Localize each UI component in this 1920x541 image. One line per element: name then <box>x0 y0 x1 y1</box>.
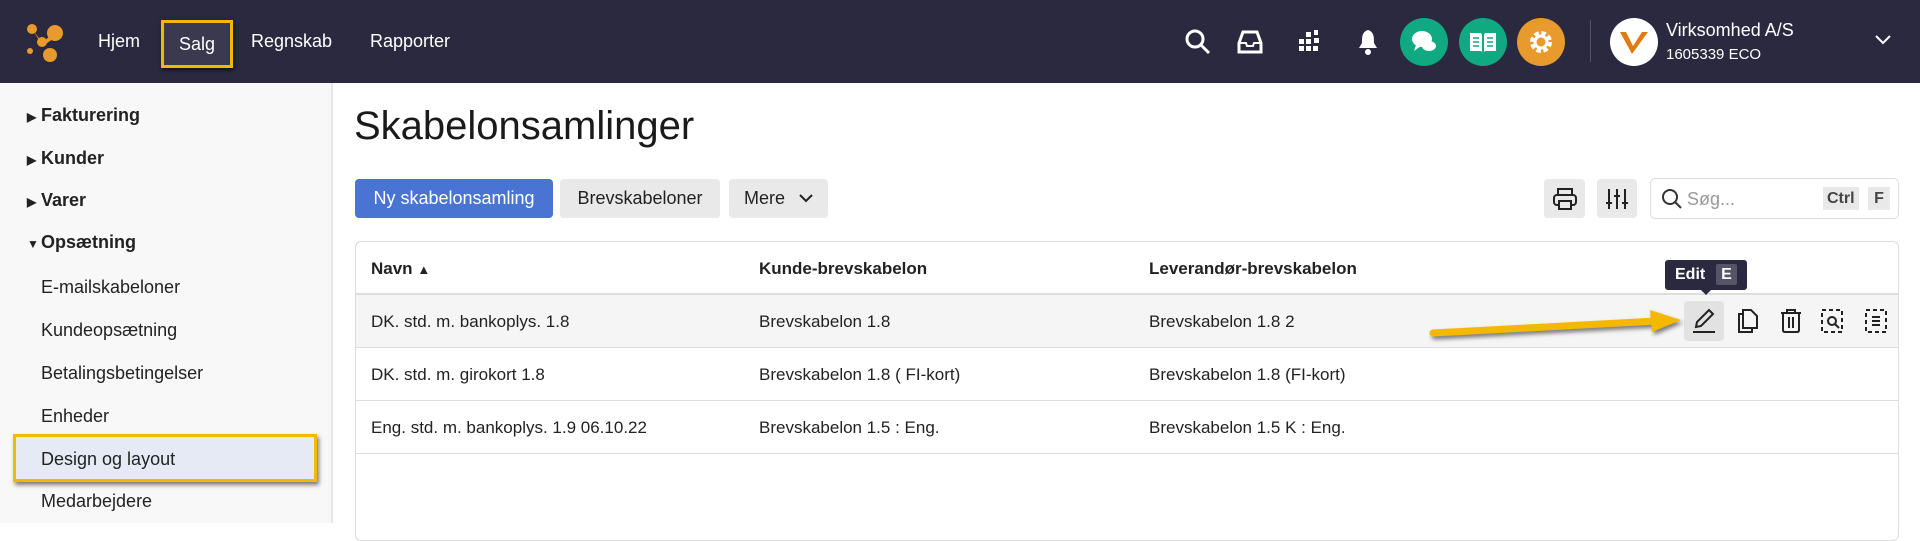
table-row[interactable]: Eng. std. m. bankoplys. 1.9 06.10.22 Bre… <box>356 401 1898 454</box>
caret-down-icon: ▼ <box>27 237 39 251</box>
sidebar-group-varer[interactable]: ▶ Varer <box>27 185 86 215</box>
column-header-navn[interactable]: Navn ▲ <box>371 259 431 278</box>
copy-button[interactable] <box>1728 301 1768 341</box>
edit-button[interactable] <box>1684 301 1724 341</box>
annotation-arrow-icon <box>1429 310 1681 337</box>
printer-icon <box>1552 188 1577 210</box>
search-input[interactable]: Søg... Ctrl F <box>1650 178 1899 219</box>
nav-regnskab[interactable]: Regnskab <box>251 31 333 51</box>
nav-rapporter[interactable]: Rapporter <box>370 31 451 51</box>
cell-kunde: Brevskabelon 1.8 ( FI-kort) <box>759 365 961 384</box>
new-collection-button[interactable]: Ny skabelonsamling <box>355 179 553 218</box>
sidebar-group-opsaetning[interactable]: ▼ Opsætning <box>27 227 136 257</box>
page-title: Skabelonsamlinger <box>354 104 695 148</box>
copy-icon <box>1738 309 1758 333</box>
company-name[interactable]: Virksomhed A/S <box>1666 20 1794 40</box>
preview-button[interactable] <box>1812 301 1852 341</box>
search-icon[interactable] <box>1180 24 1216 60</box>
column-header-leverandoer[interactable]: Leverandør-brevskabelon <box>1149 259 1357 278</box>
cell-leverandoer: Brevskabelon 1.5 K : Eng. <box>1149 418 1346 437</box>
sidebar-item-emailskabeloner[interactable]: E-mailskabeloner <box>41 277 181 297</box>
sidebar-group-fakturering[interactable]: ▶ Fakturering <box>27 100 140 130</box>
document-list-icon <box>1865 309 1887 333</box>
letter-templates-button[interactable]: Brevskabeloner <box>560 179 720 218</box>
chevron-down-icon <box>799 194 813 203</box>
caret-right-icon: ▶ <box>27 110 37 124</box>
cell-leverandoer: Brevskabelon 1.8 (FI-kort) <box>1149 365 1346 384</box>
gear-icon[interactable] <box>1517 18 1565 66</box>
chat-icon[interactable] <box>1400 18 1448 66</box>
caret-right-icon: ▶ <box>27 195 37 209</box>
search-icon <box>1662 189 1682 209</box>
cell-kunde: Brevskabelon 1.5 : Eng. <box>759 418 940 437</box>
pencil-icon <box>1693 308 1715 333</box>
company-avatar[interactable] <box>1610 18 1658 66</box>
edit-tooltip: Edit E <box>1665 260 1747 295</box>
top-bar: Hjem Salg Regnskab Rapporter Virksomhed … <box>0 0 1920 83</box>
shortcut-key: Ctrl <box>1823 187 1859 210</box>
sidebar-group-kunder[interactable]: ▶ Kunder <box>27 143 104 173</box>
delete-button[interactable] <box>1771 301 1811 341</box>
nav-salg[interactable]: Salg <box>161 20 233 68</box>
nav-hjem[interactable]: Hjem <box>98 31 141 51</box>
bell-icon[interactable] <box>1350 24 1386 60</box>
print-button[interactable] <box>1544 179 1585 218</box>
trash-icon <box>1781 309 1801 333</box>
cell-leverandoer: Brevskabelon 1.8 2 <box>1149 312 1295 331</box>
preview-icon <box>1821 309 1843 333</box>
logo-icon[interactable] <box>25 24 65 62</box>
table-row[interactable]: DK. std. m. girokort 1.8 Brevskabelon 1.… <box>356 348 1898 401</box>
book-icon[interactable] <box>1459 18 1507 66</box>
company-id: 1605339 ECO <box>1666 46 1762 63</box>
sidebar-item-betalingsbetingelser[interactable]: Betalingsbetingelser <box>41 363 204 383</box>
column-settings-button[interactable] <box>1597 179 1637 218</box>
chevron-down-icon[interactable] <box>1874 34 1892 46</box>
cell-navn: DK. std. m. bankoplys. 1.8 <box>371 312 570 331</box>
cell-navn: Eng. std. m. bankoplys. 1.9 06.10.22 <box>371 418 647 437</box>
column-header-kunde[interactable]: Kunde-brevskabelon <box>759 259 928 278</box>
inbox-icon[interactable] <box>1232 24 1268 60</box>
sidebar-item-kundeopsaetning[interactable]: Kundeopsætning <box>41 320 178 340</box>
search-placeholder: Søg... <box>1687 189 1736 209</box>
more-button[interactable]: Mere <box>729 179 828 218</box>
sliders-icon <box>1606 189 1628 209</box>
sidebar-item-enheder[interactable]: Enheder <box>41 406 110 426</box>
table-header: Navn ▲ Kunde-brevskabelon Leverandør-bre… <box>356 242 1898 295</box>
apps-grid-icon[interactable] <box>1292 24 1328 60</box>
cell-kunde: Brevskabelon 1.8 <box>759 312 891 331</box>
sidebar-item-design-og-layout[interactable]: Design og layout <box>41 449 176 469</box>
caret-right-icon: ▶ <box>27 153 37 167</box>
cell-navn: DK. std. m. girokort 1.8 <box>371 365 545 384</box>
shortcut-key: F <box>1868 187 1890 210</box>
sort-ascending-icon: ▲ <box>417 262 431 277</box>
details-button[interactable] <box>1856 301 1896 341</box>
sidebar-item-medarbejdere[interactable]: Medarbejdere <box>41 491 153 511</box>
divider <box>1590 20 1591 62</box>
sidebar-item-highlight <box>13 434 317 482</box>
